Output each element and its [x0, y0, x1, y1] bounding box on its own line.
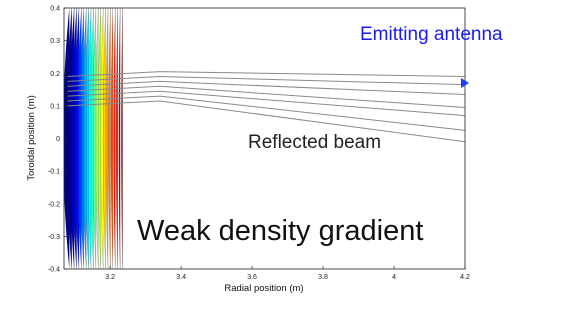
- y-tick-label: -0.3: [48, 234, 60, 241]
- beam-ray: [67, 80, 465, 95]
- y-tick-label: 0: [56, 136, 60, 143]
- x-axis-label: Radial position (m): [224, 283, 303, 294]
- y-axis-label: Toroidal position (m): [26, 95, 37, 181]
- y-tick-label: 0.2: [50, 71, 60, 78]
- emitting-antenna-label: Emitting antenna: [360, 24, 503, 45]
- x-tick-label: 3.8: [318, 274, 328, 281]
- y-tick-label: 0.4: [50, 6, 60, 13]
- y-axis-ticks: 0.4 0.3 0.2 0.1 0 -0.1 -0.2 -0.3 -0.4: [48, 6, 67, 274]
- density-contour-fill: [64, 8, 123, 269]
- y-tick-label: -0.2: [48, 201, 60, 208]
- x-tick-label: 4: [392, 274, 396, 281]
- density-gradient-label: Weak density gradient: [137, 215, 423, 247]
- y-tick-label: -0.4: [48, 267, 60, 274]
- x-tick-label: 4.2: [460, 274, 470, 281]
- x-tick-label: 3.2: [105, 274, 115, 281]
- x-axis-ticks: 3.2 3.4 3.6 3.8 4 4.2: [105, 266, 470, 281]
- beam-ray: [67, 100, 465, 143]
- y-tick-label: 0.1: [50, 103, 60, 110]
- density-contour-band: [115, 8, 118, 269]
- antenna-marker: [461, 78, 469, 89]
- density-contour-band: [113, 8, 116, 269]
- reflected-beam-label: Reflected beam: [248, 132, 381, 153]
- y-tick-label: 0.3: [50, 38, 60, 45]
- beam-rays: [67, 71, 465, 143]
- x-tick-label: 3.4: [176, 274, 186, 281]
- beam-ray: [67, 71, 465, 78]
- y-tick-label: -0.1: [48, 169, 60, 176]
- density-contour-band: [108, 8, 111, 269]
- beam-ray: [67, 95, 465, 131]
- beam-ray: [67, 85, 465, 109]
- density-contour-band: [110, 8, 114, 269]
- x-tick-label: 3.6: [247, 274, 257, 281]
- density-contour-band: [102, 8, 106, 269]
- density-contour-band: [121, 8, 123, 269]
- density-contour-band: [105, 8, 109, 269]
- beam-ray: [67, 76, 465, 86]
- beam-ray: [67, 90, 465, 117]
- density-contour-band: [118, 8, 121, 269]
